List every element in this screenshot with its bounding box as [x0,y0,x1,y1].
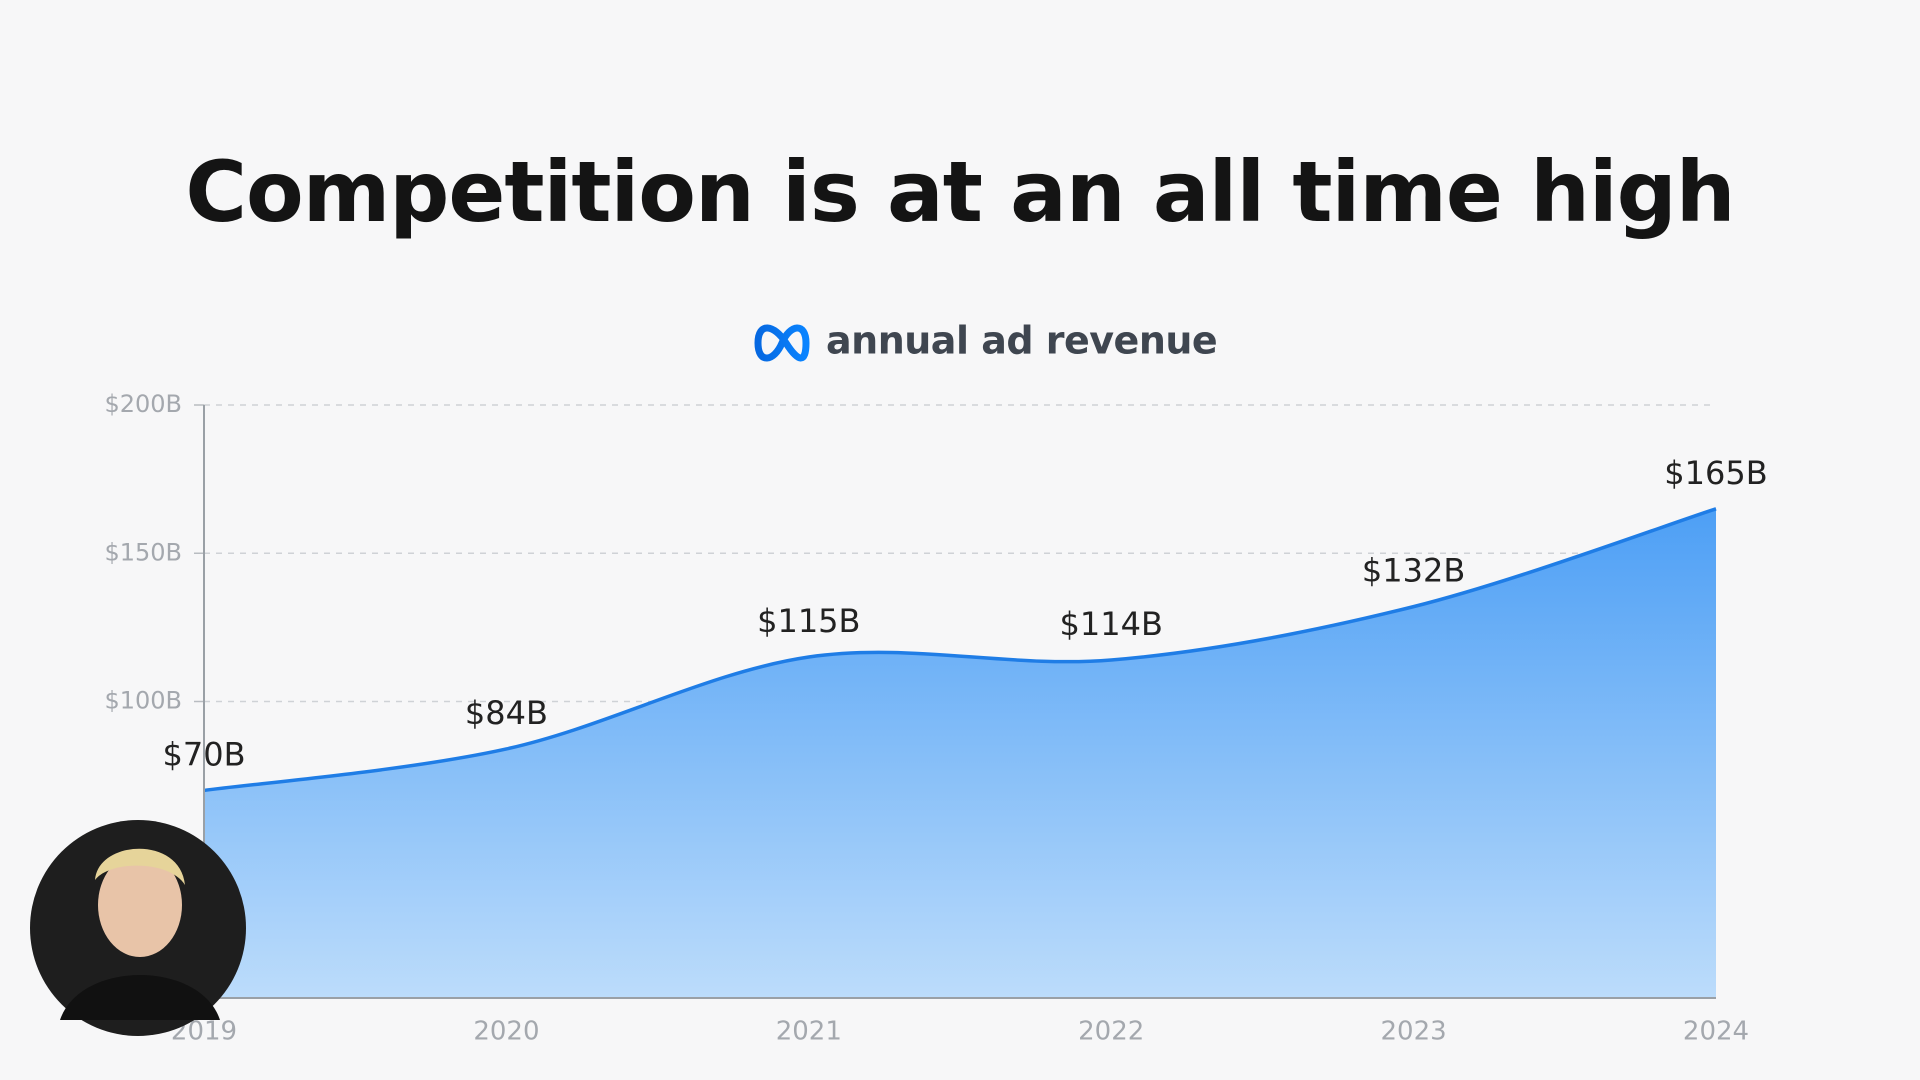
x-tick-label: 2024 [1683,1017,1749,1047]
value-label: $132B [1362,552,1465,590]
chart-subtitle: annual ad revenue [826,319,1217,363]
meta-logo [754,324,810,362]
webcam [30,820,246,1036]
value-label: $115B [757,602,860,640]
value-label: $84B [465,694,548,732]
x-tick-label: 2020 [473,1017,539,1047]
value-label: $114B [1060,605,1163,643]
value-label: $165B [1664,454,1767,492]
x-tick-label: 2023 [1381,1017,1447,1047]
y-tick-label: $150B [104,538,182,566]
y-tick-label: $200B [104,390,182,418]
y-tick-label: $100B [104,687,182,715]
area-fill [204,508,1716,998]
chart-title: Competition is at an all time high [185,143,1734,241]
value-label: $70B [162,735,245,773]
area-line [203,507,1717,793]
x-tick-label: 2022 [1078,1017,1144,1047]
x-tick-label: 2021 [776,1017,842,1047]
plot: $50B$100B$150B$200B2019$70B2020$84B2021$… [104,390,1767,1047]
